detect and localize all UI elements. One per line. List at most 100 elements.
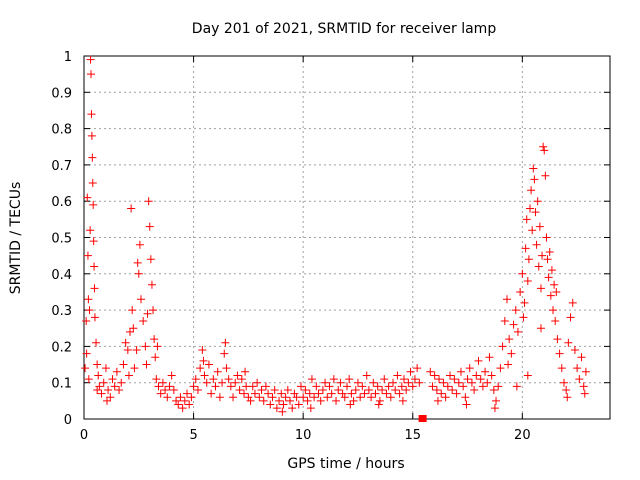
data-point <box>106 393 115 402</box>
data-point <box>303 396 312 405</box>
data-point <box>215 393 224 402</box>
data-point <box>281 393 290 402</box>
data-point <box>362 371 371 380</box>
data-point <box>321 378 330 387</box>
data-point <box>128 306 137 315</box>
data-point <box>312 382 321 391</box>
data-point <box>222 364 231 373</box>
data-point <box>579 382 588 391</box>
x-tick-label: 10 <box>295 428 312 443</box>
data-point <box>149 306 158 315</box>
data-point <box>198 346 207 355</box>
plot-frame <box>83 55 611 420</box>
data-point <box>314 389 323 398</box>
data-point <box>432 385 441 394</box>
data-point <box>83 251 92 260</box>
data-point <box>541 171 550 180</box>
data-point <box>544 273 553 282</box>
y-tick-label: 0.8 <box>51 123 72 138</box>
data-point <box>523 371 532 380</box>
data-point <box>406 367 415 376</box>
data-point <box>391 385 400 394</box>
data-point <box>448 385 457 394</box>
data-point <box>522 215 531 224</box>
data-point <box>86 226 95 235</box>
axis-ticks <box>83 55 610 420</box>
y-axis-label: SRMTID / TECUs <box>8 182 24 295</box>
data-point <box>117 378 126 387</box>
data-point <box>83 193 92 202</box>
data-point <box>325 382 334 391</box>
data-point <box>90 313 99 322</box>
data-point <box>384 382 393 391</box>
data-point <box>509 320 518 329</box>
data-point <box>272 404 281 413</box>
data-point <box>334 385 343 394</box>
data-point <box>467 378 476 387</box>
data-point <box>358 382 367 391</box>
data-point <box>550 280 559 289</box>
data-point <box>485 353 494 362</box>
data-point <box>82 316 91 325</box>
data-point <box>492 396 501 405</box>
data-point <box>290 389 299 398</box>
data-point <box>299 393 308 402</box>
data-point <box>498 342 507 351</box>
data-point <box>450 375 459 384</box>
data-point <box>268 393 277 402</box>
highlight-point <box>418 415 427 422</box>
data-point <box>115 385 124 394</box>
data-point <box>250 389 259 398</box>
data-point <box>283 385 292 394</box>
data-point <box>158 378 167 387</box>
data-point <box>533 197 542 206</box>
data-point <box>126 327 135 336</box>
data-point <box>483 378 492 387</box>
data-point <box>89 237 98 246</box>
data-point <box>305 389 314 398</box>
data-point <box>568 298 577 307</box>
data-point <box>316 396 325 405</box>
data-point <box>231 378 240 387</box>
data-point <box>279 400 288 409</box>
data-point <box>255 393 264 402</box>
data-point <box>103 396 112 405</box>
data-point <box>545 248 554 257</box>
data-point <box>257 385 266 394</box>
data-point <box>189 382 198 391</box>
data-point <box>88 179 97 188</box>
x-tick-label: 0 <box>80 428 88 443</box>
data-point <box>395 389 404 398</box>
data-point <box>513 327 522 336</box>
data-point <box>351 385 360 394</box>
data-point <box>367 393 376 402</box>
data-point <box>465 364 474 373</box>
data-point <box>226 382 235 391</box>
data-point <box>356 393 365 402</box>
data-point <box>101 364 110 373</box>
data-point <box>301 385 310 394</box>
data-point <box>369 378 378 387</box>
data-point <box>573 364 582 373</box>
data-points <box>81 55 590 416</box>
data-point <box>502 295 511 304</box>
data-point <box>555 349 564 358</box>
data-point <box>360 389 369 398</box>
data-point <box>463 375 472 384</box>
data-point <box>520 298 529 307</box>
data-point <box>253 378 262 387</box>
data-point <box>566 313 575 322</box>
data-point <box>577 353 586 362</box>
data-point <box>529 164 538 173</box>
data-point <box>93 385 102 394</box>
data-point <box>443 382 452 391</box>
data-point <box>570 346 579 355</box>
data-point <box>229 393 238 402</box>
data-point <box>152 375 161 384</box>
data-point <box>547 266 556 275</box>
data-point <box>277 389 286 398</box>
data-point <box>518 269 527 278</box>
y-tick-label: 0.6 <box>51 195 72 210</box>
data-point <box>347 389 356 398</box>
data-point <box>433 396 442 405</box>
